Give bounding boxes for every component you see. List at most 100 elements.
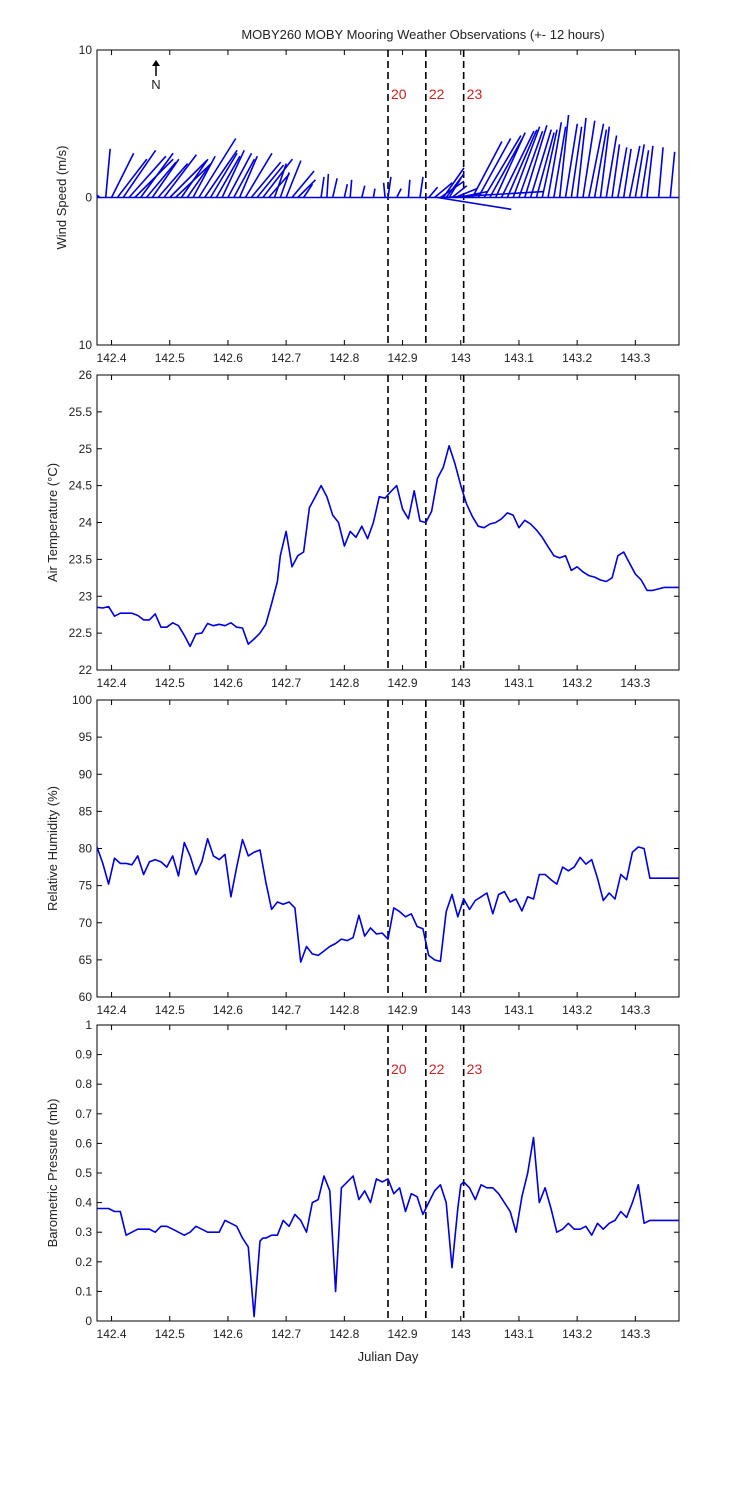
wind-stick: [451, 185, 468, 199]
wind-ytick-label: 0: [85, 191, 92, 205]
airtemp-xtick-label: 142.4: [97, 676, 127, 690]
north-arrow: N: [151, 60, 161, 92]
wind-stick: [256, 164, 285, 199]
wind-stick: [547, 122, 563, 198]
wind-stick: [448, 177, 462, 198]
airtemp-xtick-label: 143.1: [504, 676, 534, 690]
wind-stick: [215, 155, 241, 198]
wind-stick: [297, 179, 317, 199]
airtemp-ylabel: Air Temperature (°C): [45, 463, 60, 582]
wind-stick: [238, 155, 259, 198]
humidity-ytick-label: 85: [79, 804, 93, 818]
pressure-data: [97, 1136, 679, 1318]
humidity-ytick-label: 60: [79, 990, 93, 1004]
wind-stick: [529, 129, 553, 198]
wind-stick: [434, 182, 453, 199]
wind-stick: [192, 155, 216, 198]
wind-stick: [593, 129, 608, 198]
wind-stick: [145, 161, 177, 199]
airtemp-xtick-label: 142.8: [329, 676, 359, 690]
wind-stick: [110, 152, 135, 198]
pressure-xtick-label: 143.3: [620, 1327, 650, 1341]
wind-stick: [302, 183, 314, 198]
wind-stick: [331, 178, 338, 198]
wind-xtick-label: 142.7: [271, 351, 301, 365]
pressure-panel: 142.4 142.5 142.6 142.7 142.8 142.9 143 143.1 14…: [45, 1018, 680, 1364]
humidity-ytick-label: 100: [72, 693, 92, 707]
humidity-ytick-label: 70: [79, 916, 93, 930]
north-arrow-head: [152, 60, 160, 66]
wind-stick: [494, 132, 526, 198]
wind-stick: [442, 167, 465, 198]
pressure-ytick-label: 0.8: [75, 1077, 92, 1091]
pressure-ylabel: Barometric Pressure (mb): [45, 1099, 60, 1248]
pressure-series-line: [97, 1136, 679, 1318]
humidity-ytick-label: 95: [79, 730, 93, 744]
wind-stick: [140, 152, 174, 198]
wind-stick: [489, 138, 524, 198]
humidity-ylabel: Relative Humidity (%): [45, 786, 60, 911]
wind-stick: [244, 152, 273, 198]
humidity-xtick-label: 142.6: [213, 1003, 243, 1017]
wind-stick: [122, 149, 157, 198]
wind-stick: [186, 163, 212, 198]
humidity-ytick-label: 90: [79, 767, 93, 781]
airtemp-ytick-label: 26: [79, 368, 93, 382]
pressure-marker-label-23: 23: [467, 1061, 483, 1077]
wind-stick: [471, 141, 503, 198]
pressure-xlabel: Julian Day: [358, 1349, 419, 1364]
airtemp-xtick-label: 143: [451, 676, 471, 690]
pressure-marker-label-22: 22: [429, 1061, 445, 1077]
airtemp-ytick-label: 24.5: [69, 479, 93, 493]
humidity-series-line: [97, 837, 679, 963]
humidity-panel: 142.4 142.5 142.6 142.7 142.8 142.9 143 143.1 14…: [45, 693, 680, 1017]
wind-xtick-label: 143.2: [562, 351, 592, 365]
wind-stick: [428, 186, 439, 199]
wind-xtick-label: 142.6: [213, 351, 243, 365]
wind-stick: [407, 179, 411, 198]
wind-stick: [262, 158, 294, 198]
wind-ytick-label: 10: [79, 43, 93, 57]
pressure-ytick-label: 0.3: [75, 1225, 92, 1239]
wind-stick: [599, 126, 611, 198]
wind-xtick-label: 142.9: [388, 351, 418, 365]
humidity-ytick-label: 80: [79, 842, 93, 856]
humidity-xtick-label: 142.5: [155, 1003, 185, 1017]
humidity-xtick-label: 143.1: [504, 1003, 534, 1017]
humidity-ytick-label: 75: [79, 879, 93, 893]
humidity-data: [97, 837, 679, 963]
wind-stick: [387, 176, 392, 198]
wind-stick: [419, 176, 424, 198]
pressure-xtick-label: 142.9: [388, 1327, 418, 1341]
wind-stick: [445, 173, 465, 198]
pressure-xtick-label: 142.8: [329, 1327, 359, 1341]
wind-stick: [437, 196, 512, 211]
wind-stick: [611, 144, 621, 198]
wind-marker-label-20: 20: [391, 86, 407, 102]
wind-marker-label-23: 23: [467, 86, 483, 102]
wind-stick: [273, 163, 288, 198]
wind-stick: [477, 138, 512, 198]
wind-xtick-label: 143.1: [504, 351, 534, 365]
wind-stick: [506, 129, 538, 198]
panels: 142.4 142.5 142.6 142.7 142.8 142.9 143 143.1 14…: [45, 43, 680, 1364]
humidity-xtick-label: 142.9: [388, 1003, 418, 1017]
humidity-xtick-label: 143.3: [620, 1003, 650, 1017]
wind-stick: [372, 188, 376, 198]
humidity-xtick-label: 142.7: [271, 1003, 301, 1017]
airtemp-ytick-label: 22: [79, 663, 93, 677]
wind-stick: [198, 138, 237, 198]
wind-stick: [564, 123, 579, 198]
humidity-xtick-label: 142.8: [329, 1003, 359, 1017]
wind-stick: [320, 176, 325, 198]
airtemp-ytick-label: 23: [79, 589, 93, 603]
pressure-xtick-label: 143.2: [562, 1327, 592, 1341]
wind-stick: [151, 158, 180, 198]
wind-stick: [104, 148, 111, 198]
wind-stick: [361, 185, 366, 198]
wind-stick: [180, 158, 209, 198]
wind-stick: [396, 188, 402, 198]
wind-data: [97, 114, 679, 211]
wind-xtick-label: 143: [451, 351, 471, 365]
figure-title: MOBY260 MOBY Mooring Weather Observation…: [241, 27, 604, 42]
